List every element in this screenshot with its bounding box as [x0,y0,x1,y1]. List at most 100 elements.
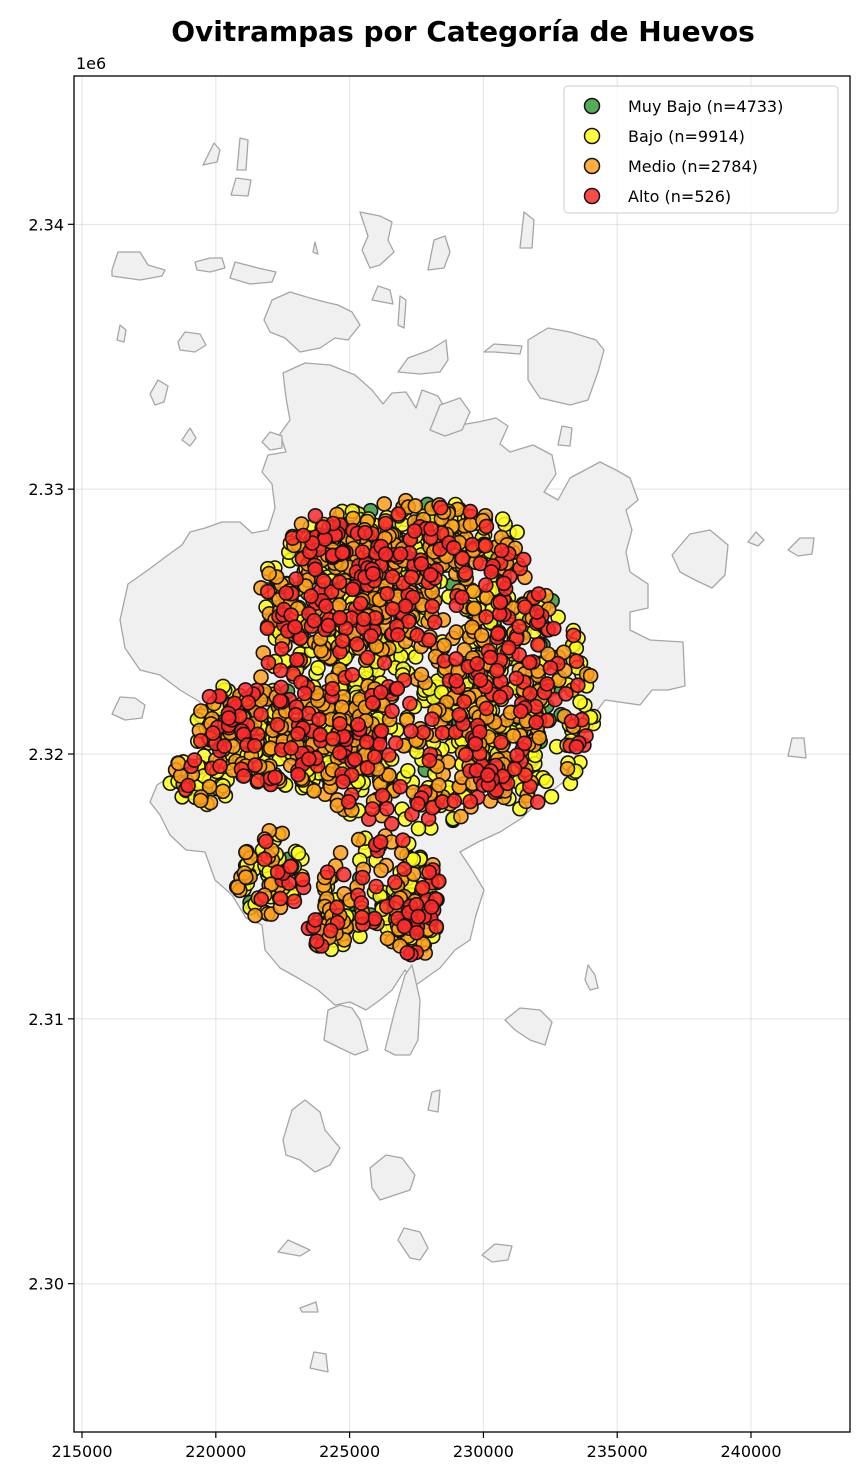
ovitrap-point [396,861,413,877]
ovitrap-point [448,673,465,689]
basemap-polygon [230,177,252,197]
basemap-polygon [557,425,573,447]
ovitrap-point [494,511,511,527]
chart-title: Ovitrampas por Categoría de Huevos [171,15,755,48]
ovitrap-point [493,542,510,559]
ovitrap-point [387,874,403,891]
ovitrap-point [390,506,407,522]
y-tick-label: 2.31 [28,1010,64,1029]
ovitrap-point [483,564,500,580]
ovitrap-point [368,878,385,895]
ovitrap-point [295,527,312,544]
ovitrap-point [331,744,348,761]
ovitrap-point [344,581,361,598]
ovitrap-point [393,845,410,861]
ovitrap-point [568,653,585,670]
ovitrap-point [201,778,218,795]
ovitrap-point [247,757,263,773]
ovitrap-point [473,627,490,644]
ovitrap-point [261,565,277,582]
ovitrap-point [462,503,479,520]
ovitrap-point [509,747,525,764]
ovitrap-point [558,685,574,702]
ovitrap-point [253,891,270,908]
ovitrap-point [258,833,274,850]
ovitrap-point [354,544,371,560]
basemap-polygon [483,343,523,355]
ovitrap-point [530,586,547,602]
ovitrap-point [572,694,588,710]
ovitrap-point [492,689,508,705]
ovitrap-point [373,723,390,739]
ovitrap-point [300,751,317,767]
ovitrap-point [538,773,555,790]
basemap-polygon [312,241,319,255]
ovitrap-point [201,688,218,705]
ovitrap-point [395,832,411,849]
ovitrap-point [307,507,324,524]
ovitrap-point [289,651,305,668]
ovitrap-point [392,546,409,562]
ovitrap-point [282,858,299,875]
ovitrap-point [315,573,332,589]
x-tick-label: 240000 [720,1442,781,1461]
ovitrap-point [311,711,327,728]
ovitrap-point [569,677,586,694]
ovitrap-point [434,725,451,741]
ovitrap-point [238,844,254,861]
legend: Muy Bajo (n=4733) Bajo (n=9914) Medio (n=2… [563,85,839,214]
ovitrap-point [352,595,369,612]
ovitrap-point [399,762,416,779]
ovitrap-point [269,716,286,733]
ovitrap-point [354,909,370,926]
ovitrap-point [563,713,580,730]
ovitrap-point [530,636,546,653]
basemap-polygon [369,1154,416,1201]
ovitrap-point [373,862,389,879]
ovitrap-point [542,660,559,676]
ovitrap-point [539,676,555,692]
legend-marker [583,127,601,145]
ovitrap-point [454,550,471,567]
ovitrap-point [521,654,538,671]
basemap-polygon [309,1351,329,1373]
ovitrap-point [334,545,351,561]
ovitrap-point [582,667,599,684]
ovitrap-point [482,649,499,666]
ovitrap-point [531,729,548,746]
ovitrap-point [307,561,324,578]
ovitrap-point [424,711,440,728]
basemap-polygon [747,531,765,547]
basemap-polygon [111,696,146,721]
legend-marker [583,97,601,115]
ovitrap-point [399,944,416,961]
ovitrap-point [324,680,341,697]
ovitrap-point [432,499,449,516]
basemap-polygon [282,1099,341,1173]
basemap-polygon [519,211,535,249]
ovitrap-point [408,924,425,941]
basemap-polygon [116,324,127,343]
ovitrap-point [340,793,357,810]
ovitrap-point [456,693,473,710]
ovitrap-point [283,740,299,756]
ovitrap-point [492,594,509,611]
ovitrap-point [522,685,538,702]
ovitrap-point [565,627,582,644]
ovitrap-point [493,734,509,751]
ovitrap-point [377,546,394,562]
basemap-polygon [111,251,166,281]
ovitrap-point [193,732,209,749]
ovitrap-point [290,766,306,783]
axis-ticks: 215000 220000 225000 230000 235000 240000 2.30… [28,215,781,1461]
ovitrap-point [372,736,388,752]
ovitrap-point [464,536,481,553]
ovitrap-point [303,588,319,604]
ovitrap-point [516,735,533,752]
ovitrap-point [426,614,443,631]
basemap-polygon [527,327,605,406]
ovitrap-point [388,894,405,911]
ovitrap-point [421,632,437,648]
ovitrap-point [347,751,363,768]
basemap-polygon [787,537,815,557]
